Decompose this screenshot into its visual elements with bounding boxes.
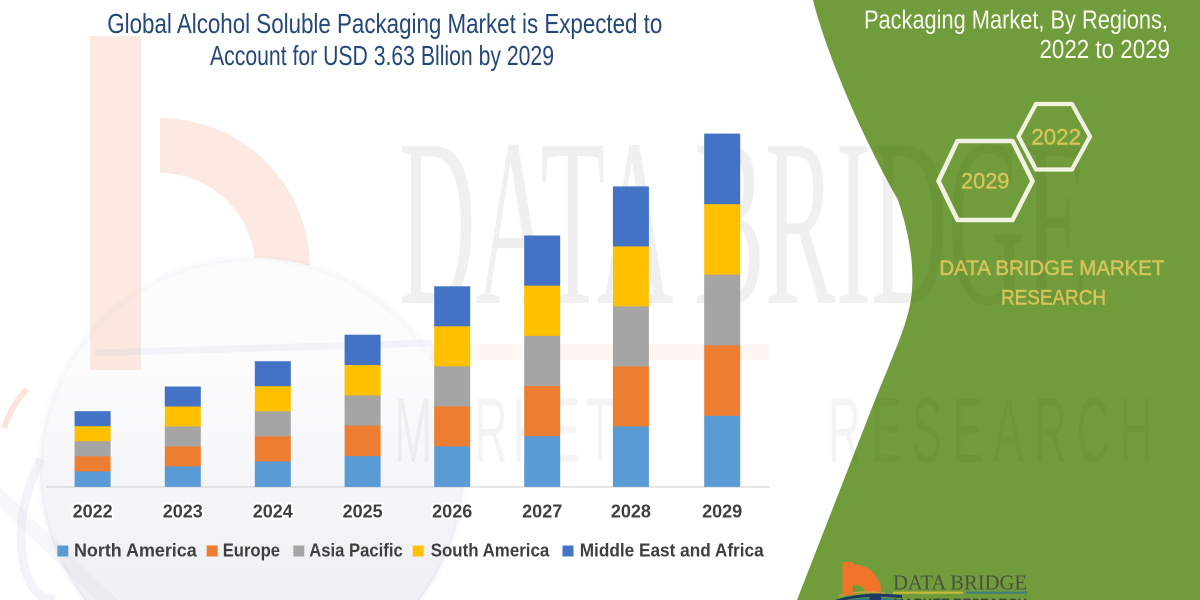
svg-text:MARKET RESEARCH: MARKET RESEARCH <box>893 597 1027 600</box>
svg-text:2029: 2029 <box>961 169 1009 194</box>
svg-text:North America: North America <box>74 541 198 561</box>
svg-text:2022: 2022 <box>73 502 113 522</box>
svg-text:DATA BRIDGE: DATA BRIDGE <box>893 571 1027 595</box>
svg-text:Account for USD 3.63 Bllion by: Account for USD 3.63 Bllion by 2029 <box>210 40 554 71</box>
svg-text:2022 to 2029: 2022 to 2029 <box>1040 36 1171 64</box>
svg-text:MARKET: MARKET <box>394 380 625 482</box>
svg-text:DATA BRIDGE MARKET: DATA BRIDGE MARKET <box>939 256 1164 280</box>
svg-text:2023: 2023 <box>163 502 203 522</box>
svg-text:Global Alcohol Soluble Packagi: Global Alcohol Soluble Packaging Market … <box>107 8 662 39</box>
svg-text:Asia Pacific: Asia Pacific <box>309 541 402 561</box>
svg-text:2024: 2024 <box>253 502 293 522</box>
svg-text:RESEARCH: RESEARCH <box>828 380 1164 482</box>
svg-text:2026: 2026 <box>432 502 472 522</box>
svg-text:2029: 2029 <box>702 502 742 522</box>
svg-text:2025: 2025 <box>343 502 383 522</box>
svg-text:2022: 2022 <box>1031 125 1081 150</box>
svg-text:Europe: Europe <box>223 541 280 561</box>
svg-text:2028: 2028 <box>611 502 651 522</box>
svg-text:Packaging Market, By Regions,: Packaging Market, By Regions, <box>864 6 1168 34</box>
svg-text:RESEARCH: RESEARCH <box>1001 286 1106 310</box>
svg-text:Middle East and Africa: Middle East and Africa <box>580 541 765 561</box>
svg-text:South America: South America <box>431 541 551 561</box>
svg-text:2027: 2027 <box>522 502 562 522</box>
